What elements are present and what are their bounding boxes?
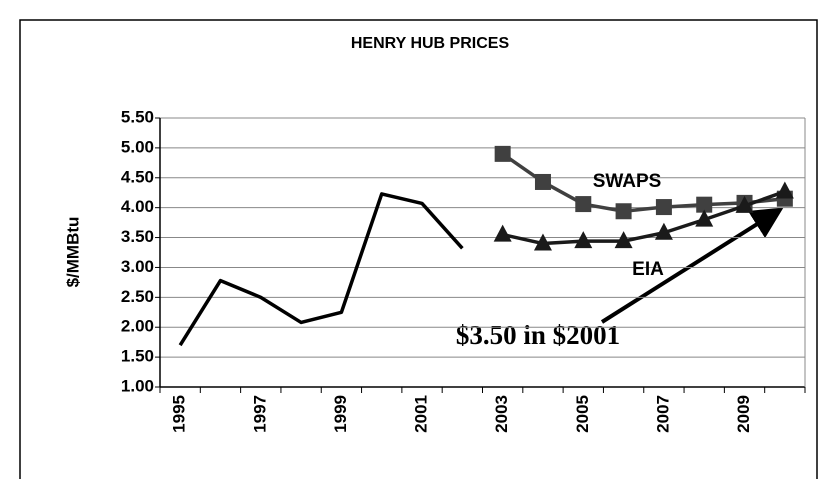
x-tick-label: 2003 (492, 395, 511, 433)
x-tick-label: 2005 (573, 395, 592, 433)
marker (655, 199, 672, 216)
y-tick-label: 1.00 (121, 376, 154, 395)
marker (615, 203, 632, 220)
marker (775, 181, 794, 199)
y-tick-label: 5.50 (121, 107, 154, 126)
annotation: $3.50 in $2001 (456, 320, 620, 350)
x-tick-label: 2009 (734, 395, 753, 433)
x-tick-label: 1997 (250, 395, 269, 433)
marker (575, 196, 592, 213)
marker (574, 231, 593, 249)
series-line (178, 192, 464, 347)
x-tick-label: 2001 (412, 395, 431, 433)
marker (533, 233, 552, 251)
marker (534, 173, 551, 190)
chart-title: HENRY HUB PRICES (351, 35, 510, 52)
marker (614, 231, 633, 249)
y-tick-label: 3.50 (121, 227, 154, 246)
y-tick-label: 5.00 (121, 137, 154, 156)
y-tick-label: 2.50 (121, 287, 154, 306)
y-tick-label: 4.00 (121, 197, 154, 216)
annotation-arrow (600, 207, 784, 324)
marker (696, 196, 713, 213)
y-tick-label: 3.00 (121, 257, 154, 276)
x-tick-label: 1995 (170, 395, 189, 433)
marker (493, 224, 512, 242)
y-tick-label: 4.50 (121, 167, 154, 186)
marker (494, 145, 511, 162)
series-label: SWAPS (593, 171, 662, 192)
series-line (502, 189, 786, 246)
series-label: EIA (632, 259, 664, 280)
marker (735, 195, 754, 213)
chart-border (19, 19, 818, 479)
x-tick-label: 1999 (331, 395, 350, 433)
y-tick-label: 2.00 (121, 317, 154, 336)
marker (695, 209, 714, 227)
marker (654, 222, 673, 240)
y-axis-label: $/MMBtu (63, 217, 82, 288)
y-tick-label: 1.50 (121, 347, 154, 366)
x-tick-label: 2007 (653, 395, 672, 433)
